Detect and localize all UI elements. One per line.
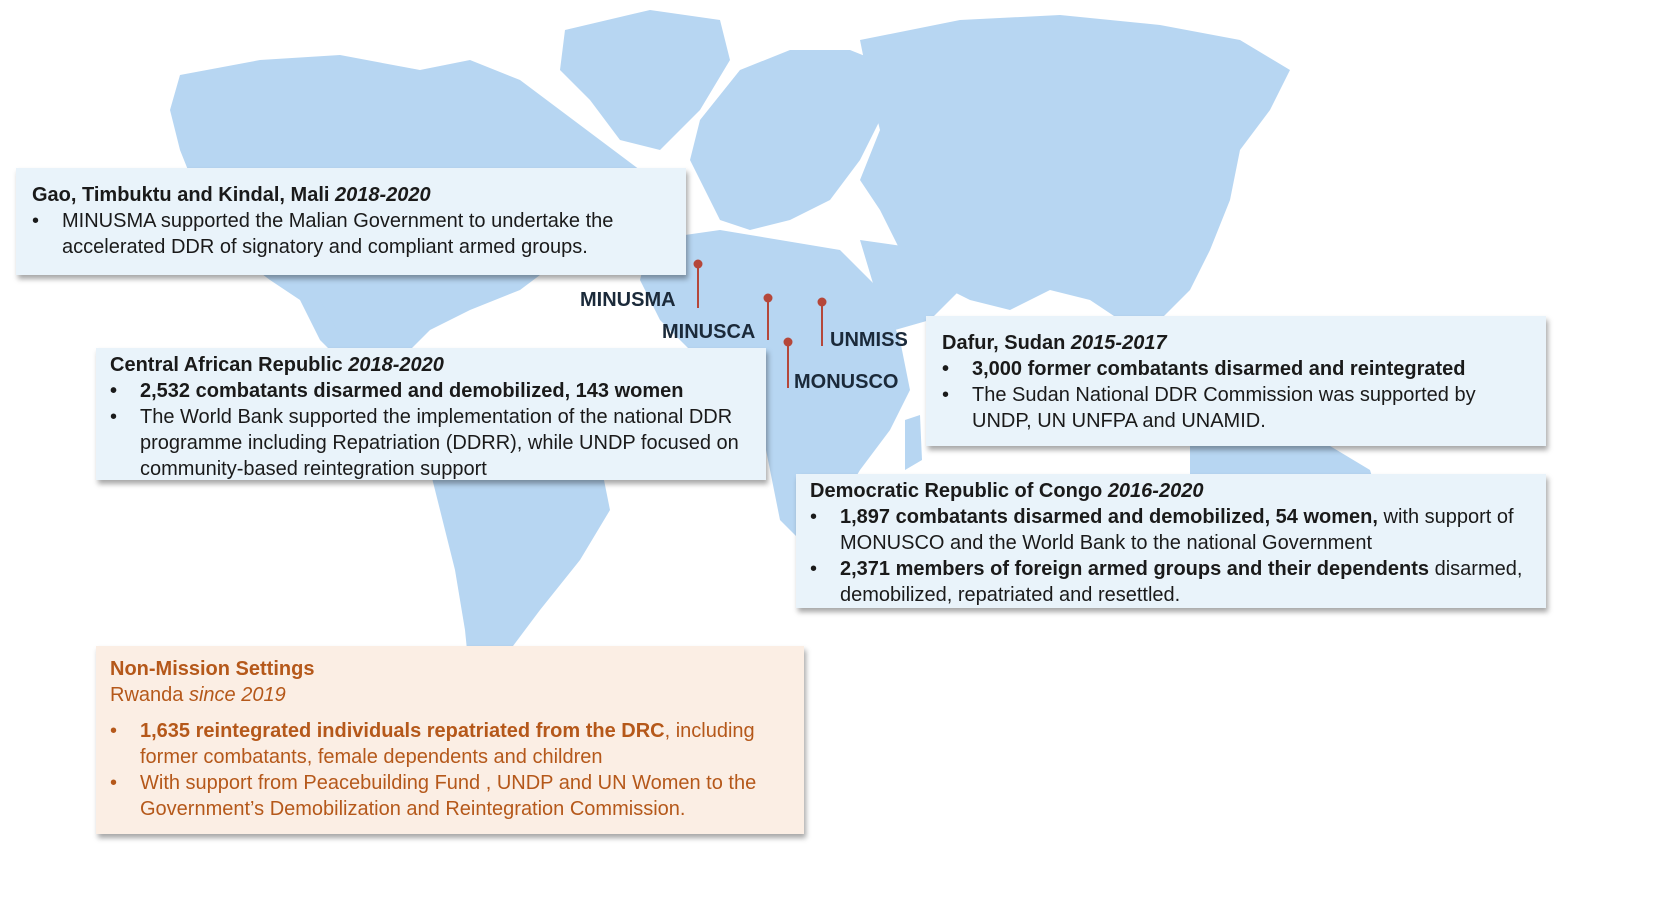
drc-bullet-2-bold: 2,371 members of foreign armed groups an…	[840, 558, 1430, 580]
car-bullet-2: The World Bank supported the implementat…	[110, 404, 752, 482]
car-years: 2018-2020	[348, 354, 444, 376]
africa-landmass	[640, 230, 910, 540]
asia-landmass	[860, 15, 1290, 320]
mali-years: 2018-2020	[335, 184, 431, 206]
mali-card-title: Gao, Timbuktu and Kindal, Mali 2018-2020	[32, 182, 670, 208]
monusco-label: MONUSCO	[794, 371, 899, 393]
sudan-bullet-list: 3,000 former combatants disarmed and rei…	[942, 356, 1530, 434]
non-mission-bullet-list: 1,635 reintegrated individuals repatriat…	[110, 718, 790, 822]
non-mission-subtitle: Rwanda since 2019	[110, 682, 790, 708]
minusma-label: MINUSMA	[580, 289, 676, 311]
non-mission-title: Non-Mission Settings	[110, 658, 315, 680]
mali-bullet-list: MINUSMA supported the Malian Government …	[32, 208, 670, 260]
drc-bullet-1-rest: with support of MONUSCO and the World Ba…	[840, 506, 1514, 554]
drc-title-text: Democratic Republic of Congo	[810, 480, 1103, 502]
unmiss-marker	[817, 297, 827, 346]
car-info-card: Central African Republic 2018-2020 2,532…	[96, 348, 766, 480]
europe-landmass	[690, 50, 900, 230]
car-bullet-1: 2,532 combatants disarmed and demobilize…	[110, 378, 752, 404]
non-mission-place: Rwanda	[110, 684, 184, 706]
drc-years: 2016-2020	[1107, 480, 1204, 502]
monusco-marker	[783, 337, 793, 388]
unmiss-label: UNMISS	[830, 329, 908, 351]
non-mission-card: Non-Mission Settings Rwanda since 2019 1…	[96, 646, 804, 834]
drc-bullet-1: 1,897 combatants disarmed and demobilize…	[810, 504, 1532, 556]
mali-info-card: Gao, Timbuktu and Kindal, Mali 2018-2020…	[16, 168, 686, 275]
sudan-title-text: Dafur, Sudan	[942, 332, 1066, 354]
drc-info-card: Democratic Republic of Congo 2016-2020 1…	[796, 474, 1546, 608]
non-mission-bullet-1-bold: 1,635 reintegrated individuals repatriat…	[140, 720, 665, 742]
non-mission-since: since 2019	[183, 684, 286, 706]
drc-card-title: Democratic Republic of Congo 2016-2020	[810, 478, 1532, 504]
drc-bullet-2-rest: disarmed, demobilized, repatriated and r…	[840, 558, 1523, 606]
greenland-landmass	[560, 10, 730, 150]
car-title-text: Central African Republic	[110, 354, 343, 376]
sudan-bullet-1: 3,000 former combatants disarmed and rei…	[942, 356, 1530, 382]
car-bullet-list: 2,532 combatants disarmed and demobilize…	[110, 378, 752, 482]
madagascar-landmass	[905, 415, 922, 470]
drc-bullet-list: 1,897 combatants disarmed and demobilize…	[810, 504, 1532, 608]
minusma-marker	[693, 259, 703, 308]
non-mission-bullet-2: With support from Peacebuilding Fund , U…	[110, 770, 790, 822]
sudan-info-card: Dafur, Sudan 2015-2017 3,000 former comb…	[926, 316, 1546, 446]
car-card-title: Central African Republic 2018-2020	[110, 352, 752, 378]
mali-title-text: Gao, Timbuktu and Kindal, Mali	[32, 184, 330, 206]
non-mission-bullet-1: 1,635 reintegrated individuals repatriat…	[110, 718, 790, 770]
non-mission-bullet-1-rest: , including former combatants, female de…	[140, 720, 755, 768]
sudan-years: 2015-2017	[1070, 332, 1167, 354]
minusca-marker	[763, 293, 773, 340]
sudan-card-title: Dafur, Sudan 2015-2017	[942, 330, 1530, 356]
mali-bullet-1: MINUSMA supported the Malian Government …	[32, 208, 670, 260]
sudan-bullet-2: The Sudan National DDR Commission was su…	[942, 382, 1530, 434]
drc-bullet-2: 2,371 members of foreign armed groups an…	[810, 556, 1532, 608]
minusca-label: MINUSCA	[662, 321, 756, 343]
drc-bullet-1-bold: 1,897 combatants disarmed and demobilize…	[840, 506, 1378, 528]
arabia-landmass	[860, 240, 960, 330]
